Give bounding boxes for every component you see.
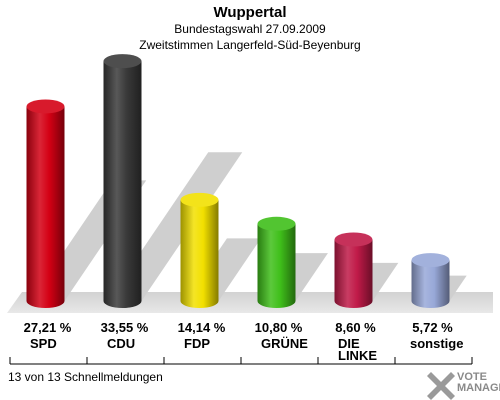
bar-top	[26, 99, 65, 114]
bar-top	[334, 232, 373, 247]
vote-manager-brand-line2: MANAGER	[457, 382, 500, 394]
chart-title: Wuppertal	[213, 4, 286, 21]
bar-shadows	[30, 152, 467, 301]
bar-body	[26, 106, 65, 308]
bar-fdp	[180, 192, 219, 309]
vote-manager-logo: VOTE MANAGER	[427, 371, 500, 400]
bar-body	[257, 223, 296, 309]
value-label: 5,72 %	[412, 320, 453, 335]
value-label: 14,14 %	[178, 320, 226, 335]
value-label: 33,55 %	[101, 320, 149, 335]
bars	[26, 54, 450, 309]
bar-top	[411, 253, 450, 268]
footer-text: 13 von 13 Schnellmeldungen	[8, 370, 163, 384]
bar-die-linke	[334, 232, 373, 309]
bar-spd	[26, 99, 65, 308]
bar-body	[103, 61, 142, 309]
category-label: FDP	[184, 336, 210, 351]
bar-cdu	[103, 54, 142, 309]
bar-sonstige	[411, 253, 450, 309]
value-label: 8,60 %	[335, 320, 376, 335]
chart-subtitle-date: Bundestagswahl 27.09.2009	[174, 22, 326, 36]
bar-body	[411, 260, 450, 309]
vote-manager-brand-line1: VOTE	[457, 371, 487, 383]
category-label: CDU	[107, 336, 135, 351]
category-label: DIE LINKE	[338, 336, 377, 363]
vote-manager-x-icon	[427, 372, 455, 400]
category-labels: SPD CDU FDP GRÜNE DIE LINKE sonstige	[30, 336, 463, 363]
category-label: sonstige	[410, 336, 463, 351]
chart-subtitle-district: Zweitstimmen Langerfeld-Süd-Beyenburg	[139, 38, 360, 52]
bar-gruene	[257, 216, 296, 309]
bar-top	[180, 192, 219, 207]
category-axis	[9, 357, 473, 365]
value-label: 27,21 %	[24, 320, 72, 335]
value-label: 10,80 %	[255, 320, 303, 335]
bar-top	[257, 216, 296, 231]
bar-body	[180, 199, 219, 309]
category-label: SPD	[30, 336, 57, 351]
category-label: GRÜNE	[261, 336, 308, 351]
value-labels: 27,21 % 33,55 % 14,14 % 10,80 % 8,60 % 5,72 %	[24, 320, 454, 335]
bar-body	[334, 239, 373, 309]
bar-top	[103, 54, 142, 69]
